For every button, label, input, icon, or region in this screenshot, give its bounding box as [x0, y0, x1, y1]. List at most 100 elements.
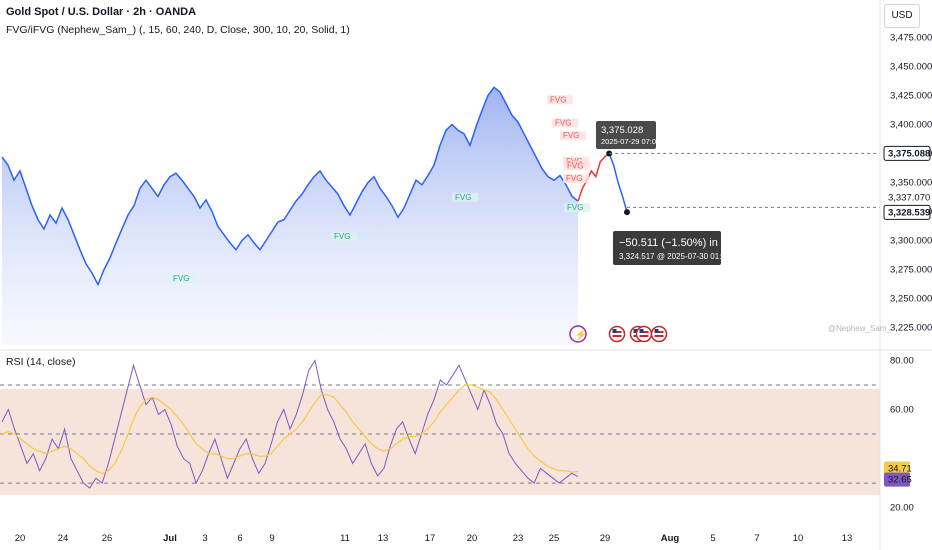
fvg-label: FVG [567, 203, 583, 212]
fvg-zone [452, 192, 478, 202]
time-tick-label: 17 [425, 533, 436, 544]
time-tick-label: 20 [467, 533, 478, 544]
rsi-value-label: 34.71 [888, 464, 912, 475]
lightning-glyph: ⚡ [575, 328, 587, 341]
time-tick-label: 6 [237, 533, 242, 544]
watermark: @Nephew_Sam_ [828, 324, 891, 333]
price-tick-label: 3,350.000 [890, 178, 932, 189]
time-axis: 20 24 26 Jul 3 6 9 11 13 17 20 23 25 29 Aug 5 7 10 13 [15, 533, 853, 544]
us-flag-stripe [639, 331, 649, 333]
rsi-band-fill [0, 389, 880, 495]
us-flag-canton [612, 329, 617, 333]
us-flag-icon [650, 325, 668, 343]
us-flag-canton [639, 329, 644, 333]
fvg-label: FVG [455, 193, 471, 202]
us-flag-icon [635, 325, 653, 343]
price-tag-label: 3,328.539 [888, 207, 930, 218]
us-flag-canton [654, 329, 659, 333]
time-tick-label: 24 [58, 533, 69, 544]
fvg-label: FVG [567, 161, 583, 170]
us-flag-stripe [654, 331, 664, 333]
price-tag-label: 3,337.070 [888, 193, 930, 204]
us-flag-stripe [654, 335, 664, 337]
price-tick-label: 3,450.000 [890, 61, 932, 72]
projection-up-line [577, 152, 610, 202]
price-tag-box [883, 204, 931, 220]
fvg-zone [547, 95, 573, 105]
event-icons: ⚡ [569, 325, 668, 343]
price-tag-box [883, 145, 931, 161]
lightning-icon [569, 325, 587, 343]
change-tooltip-value: −50.511 (−1.50%) in 18h [619, 237, 739, 249]
time-tick-label: Jul [163, 533, 177, 544]
currency-button[interactable]: USD [884, 4, 920, 28]
rsi-tick-label: 20.00 [890, 503, 914, 514]
fvg-zone [552, 118, 578, 128]
price-tag-box [884, 190, 930, 205]
rsi-ma-line [1, 384, 579, 474]
fvg-zone [560, 131, 586, 141]
fvg-zone [564, 203, 590, 213]
fvg-label: FVG [566, 174, 582, 183]
time-tick-label: 20 [15, 533, 26, 544]
fvg-zone [331, 232, 357, 242]
rsi-panel [0, 359, 880, 489]
fvg-label: FVG [566, 157, 582, 166]
rsi-tick-label: 60.00 [890, 405, 914, 416]
us-flag-stripe [639, 335, 649, 337]
us-flag-stripe [612, 331, 622, 333]
time-tick-label: 29 [600, 533, 611, 544]
us-flag-canton [633, 329, 638, 333]
price-tick-label: 3,425.000 [890, 90, 932, 101]
time-tick-label: 26 [102, 533, 113, 544]
price-tick-label: 3,250.000 [890, 294, 932, 305]
time-tick-label: 23 [513, 533, 524, 544]
change-tooltip-end: 3,324.517 @ 2025-07-30 01:00 [619, 252, 731, 261]
fvg-zone [564, 161, 590, 171]
fvg-zone [170, 274, 196, 283]
price-tick-label: 3,300.000 [890, 236, 932, 247]
us-flag-stripe [612, 335, 622, 337]
projection-end-point [624, 209, 630, 216]
fvg-zone [563, 174, 589, 184]
time-tick-label: 9 [269, 533, 274, 544]
fvg-label: FVG [173, 274, 189, 283]
price-tick-label: 3,475.000 [890, 32, 932, 43]
fvg-zone [563, 156, 589, 166]
price-line [1, 86, 579, 287]
time-tick-label: 25 [549, 533, 560, 544]
price-tick-label: 3,275.000 [890, 265, 932, 276]
rsi-tick-label: 80.00 [890, 355, 914, 366]
price-area-fill [2, 87, 578, 346]
time-tick-label: 13 [842, 533, 853, 544]
time-tick-label: Aug [661, 533, 680, 544]
rsi-value-label: 32.65 [888, 475, 912, 486]
fvg-label: FVG [555, 118, 571, 127]
high-tooltip-value: 3,375.028 [601, 125, 643, 136]
time-tick-label: 10 [793, 533, 804, 544]
price-tag-label: 3,375.088 [888, 148, 930, 159]
rsi-line [1, 359, 579, 489]
price-tick-label: 3,225.000 [890, 323, 932, 334]
fvg-label: FVG [563, 131, 579, 140]
time-tick-label: 3 [202, 533, 207, 544]
fvg-label: FVG [334, 232, 350, 241]
change-tooltip-box [613, 231, 721, 265]
rsi-value-tag [884, 461, 910, 476]
high-tooltip-time: 2025-07-29 07:00 [601, 137, 660, 146]
time-tick-label: 5 [710, 533, 715, 544]
chart-title: Gold Spot / U.S. Dollar · 2h · OANDA [6, 6, 197, 18]
projection-down-line [608, 153, 628, 213]
price-tick-label: 3,400.000 [890, 119, 932, 130]
fvg-label: FVG [550, 95, 566, 104]
us-flag-icon [608, 325, 626, 343]
time-tick-label: 7 [754, 533, 759, 544]
price-axis: 3,475.000 3,450.000 3,425.000 3,400.000 3,37… [883, 32, 932, 514]
time-tick-label: 13 [378, 533, 389, 544]
rsi-value-tag [884, 472, 910, 487]
time-tick-label: 11 [340, 533, 350, 544]
indicator-label[interactable]: FVG/iFVG (Nephew_Sam_) (, 15, 60, 240, D… [6, 24, 350, 36]
rsi-label[interactable]: RSI (14, close) [6, 356, 76, 368]
